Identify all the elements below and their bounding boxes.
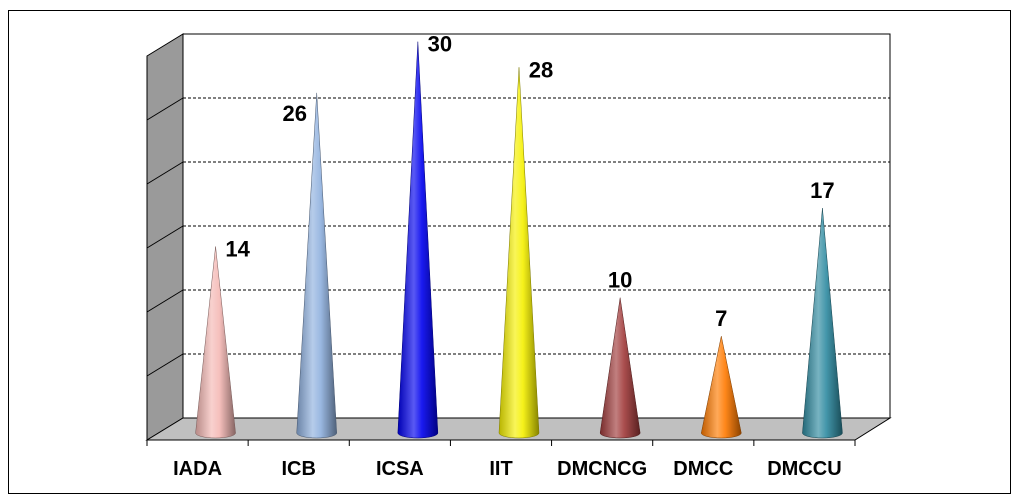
cone-iada <box>195 246 236 439</box>
cone-series <box>195 41 843 439</box>
gridline-side <box>146 353 184 377</box>
category-label: DMCCU <box>767 458 841 480</box>
data-label: 28 <box>529 57 553 82</box>
data-label: 14 <box>225 237 250 262</box>
gridline-side <box>146 289 184 313</box>
cone-icb <box>296 92 337 439</box>
cone-iit <box>498 67 540 439</box>
cone-dmcc <box>701 336 742 439</box>
category-label: DMCNCG <box>557 458 647 480</box>
gridline-side <box>146 161 184 185</box>
category-label: ICB <box>281 458 315 480</box>
gridline-side <box>146 225 184 249</box>
category-label: IIT <box>489 458 512 480</box>
data-label: 7 <box>715 306 727 331</box>
category-label: IADA <box>173 458 222 480</box>
labels: 14 IADA 26 ICB 30 ICSA 28 IIT 10 DMCNCG 7 DMCC 17 DMC… <box>173 32 842 480</box>
cone-icsa <box>397 41 439 439</box>
data-label: 10 <box>608 268 632 293</box>
cone-dmccu <box>802 208 843 439</box>
grid-lines <box>146 33 890 377</box>
data-label: 30 <box>428 32 452 57</box>
data-label: 26 <box>282 101 306 126</box>
data-label: 17 <box>810 178 834 203</box>
gridline-side <box>146 97 184 121</box>
category-label: ICSA <box>376 458 424 480</box>
category-label: DMCC <box>673 458 733 480</box>
x-axis <box>146 439 856 446</box>
cone-dmcncg <box>599 297 641 439</box>
